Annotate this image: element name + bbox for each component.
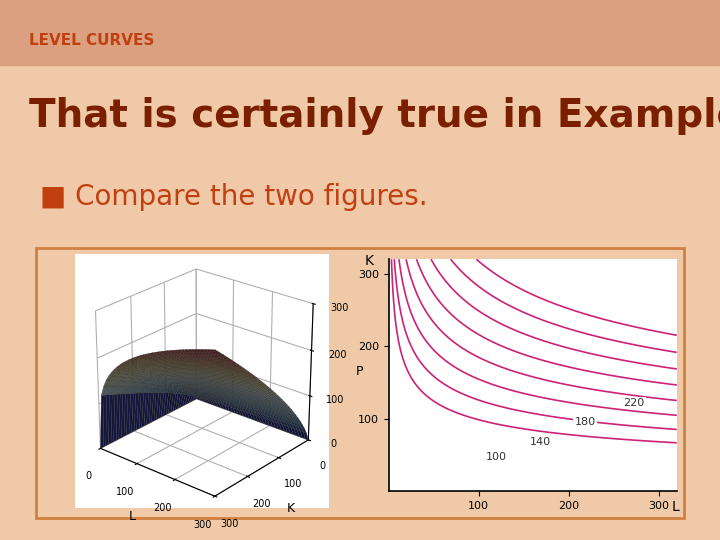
Text: ■ Compare the two figures.: ■ Compare the two figures. bbox=[40, 183, 427, 211]
Y-axis label: K: K bbox=[287, 502, 294, 516]
Text: L: L bbox=[671, 501, 679, 515]
Text: LEVEL CURVES: LEVEL CURVES bbox=[29, 33, 154, 48]
Text: 180: 180 bbox=[575, 417, 595, 428]
X-axis label: L: L bbox=[129, 510, 136, 523]
Text: That is certainly true in Example 13.: That is certainly true in Example 13. bbox=[29, 97, 720, 135]
Bar bbox=[0, 0, 720, 65]
Text: K: K bbox=[364, 254, 374, 268]
Bar bbox=[36, 248, 684, 518]
Text: 100: 100 bbox=[486, 451, 508, 462]
Text: 140: 140 bbox=[529, 437, 551, 447]
Text: 220: 220 bbox=[623, 398, 644, 408]
